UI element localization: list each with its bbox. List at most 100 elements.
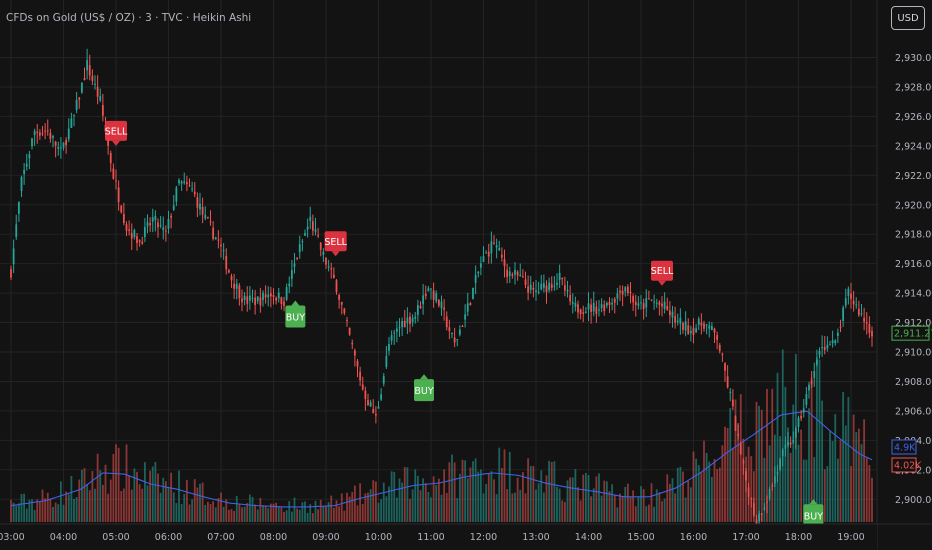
volume-bar	[524, 493, 527, 522]
candle-body	[262, 292, 264, 301]
volume-bar	[17, 503, 20, 522]
volume-bar	[705, 453, 708, 522]
candle-body	[151, 217, 154, 222]
candle-body	[516, 271, 519, 276]
candle-body	[222, 250, 225, 252]
volume-bar	[472, 461, 474, 522]
candle-body	[768, 488, 771, 499]
candle-body	[325, 257, 327, 265]
volume-bar	[301, 502, 304, 522]
volume-bar	[437, 478, 440, 522]
axis-tags: 2,911.279 4.9K 4.02K	[891, 325, 932, 473]
volume-bar	[220, 492, 222, 522]
buy-signal-box	[414, 379, 434, 402]
last-price-tag-box	[891, 325, 930, 341]
time-tick-label: 17:00	[732, 532, 759, 543]
price-tick-label: 2,918.000	[895, 230, 932, 241]
candle-body	[658, 302, 661, 305]
volume-bar	[605, 481, 608, 522]
volume-bar	[298, 509, 301, 522]
candle-body	[479, 263, 482, 268]
sell-signal-pointer	[658, 280, 666, 286]
sell-signal-box	[651, 260, 673, 281]
candle-body	[464, 314, 467, 320]
candle-body	[70, 118, 73, 128]
candle-body	[285, 287, 288, 300]
volume-bar	[296, 508, 299, 522]
time-scale-panel[interactable]	[0, 524, 877, 550]
candle-body	[703, 323, 705, 329]
volume-bar	[613, 495, 616, 522]
volume-bar	[855, 432, 858, 522]
volume-bar	[710, 476, 713, 522]
volume-bar	[133, 468, 136, 522]
candle-body	[67, 128, 70, 140]
time-tick-label: 09:00	[312, 532, 339, 543]
candle-body	[550, 283, 553, 289]
volume-bar	[645, 506, 648, 522]
candle-body	[427, 288, 430, 292]
candle-body	[605, 302, 608, 306]
volume-bar	[122, 488, 125, 522]
volume-bar	[550, 461, 553, 522]
volume-bar	[608, 491, 611, 522]
volume-bar	[351, 492, 354, 522]
candle-body	[120, 205, 123, 213]
time-tick-label: 14:00	[575, 532, 602, 543]
candle-body	[495, 245, 498, 248]
volume-bar	[322, 505, 325, 522]
candle-body	[773, 476, 776, 484]
volume-bar	[15, 505, 18, 522]
volume-bar	[516, 477, 519, 522]
volume-bar	[23, 493, 26, 522]
volume-bar	[464, 460, 467, 522]
candle-body	[729, 391, 732, 393]
currency-button[interactable]: USD	[891, 6, 925, 30]
buy-signal-box	[285, 305, 306, 328]
volume-bar	[815, 357, 818, 522]
volume-bar	[776, 372, 779, 522]
candle-body	[36, 131, 39, 133]
volume-bar	[792, 404, 795, 522]
volume-bar	[587, 475, 590, 522]
volume-bar	[632, 490, 635, 522]
volume-bar	[682, 471, 684, 522]
candle-body	[747, 487, 750, 497]
time-tick-label: 13:00	[522, 532, 549, 543]
volume-bar	[107, 493, 110, 522]
candle-body	[458, 329, 461, 335]
volume-bar	[290, 511, 293, 522]
sell-signal-label: SELL	[324, 237, 347, 248]
volume-bar	[860, 444, 863, 522]
candle-body	[149, 223, 152, 226]
candle-body	[338, 295, 341, 300]
volume-bar	[852, 414, 855, 522]
candle-body	[78, 97, 81, 100]
candle-body	[600, 304, 603, 309]
volume-bar	[603, 480, 606, 522]
candle-body	[695, 328, 698, 333]
volume-bar	[871, 477, 873, 522]
volume-bar	[115, 444, 117, 522]
volume-bar	[99, 470, 102, 522]
candle-body	[532, 287, 535, 290]
candle-body	[692, 327, 695, 335]
candle-body	[661, 303, 663, 307]
volume-bar	[466, 478, 469, 522]
candle-body	[91, 75, 94, 81]
candle-body	[283, 301, 285, 306]
volume-bar	[170, 472, 173, 522]
candle-body	[844, 298, 847, 306]
volume-bar	[542, 492, 545, 522]
volume-bar	[146, 485, 149, 522]
volume-bar	[595, 476, 598, 522]
volume-bar	[689, 487, 692, 522]
candle-body	[353, 350, 356, 356]
volume-bar	[130, 489, 133, 522]
volume-bar	[348, 496, 351, 522]
buy-signal: BUY	[285, 300, 306, 328]
volume-bar	[149, 470, 152, 522]
candles[interactable]	[10, 48, 873, 533]
volume-bar	[112, 454, 115, 522]
